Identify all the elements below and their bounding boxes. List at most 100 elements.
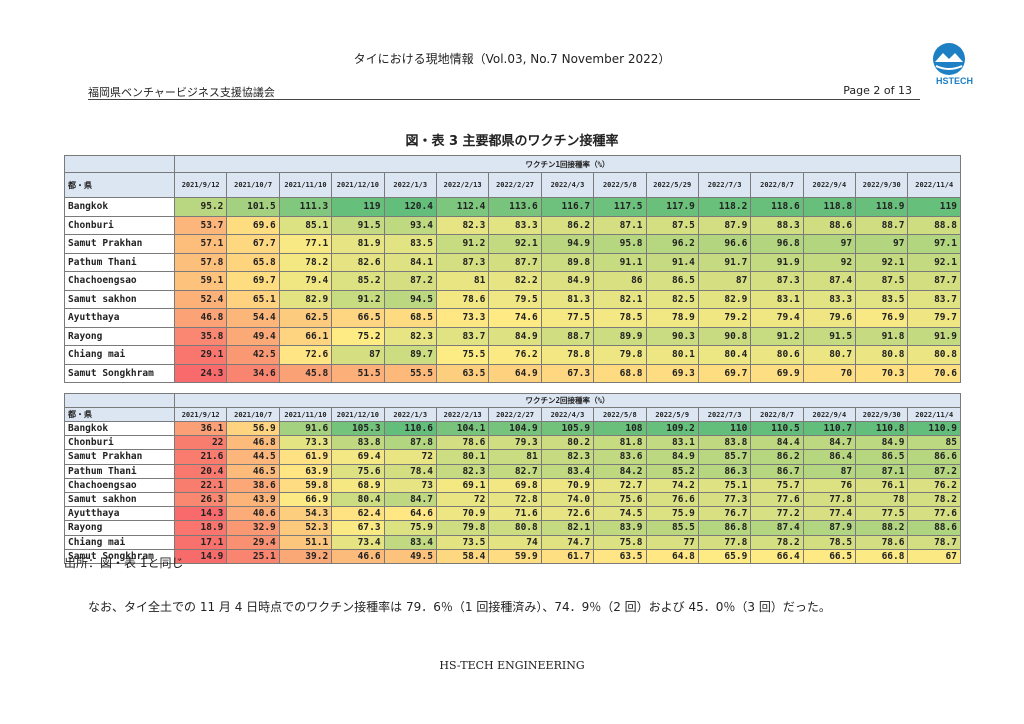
rate-cell: 45.8 <box>278 363 333 383</box>
table-row: Chiang mai 29.1 42.5 72.6 87 89.7 75.5 76.2 78.8… <box>64 345 961 365</box>
date-column-header: 2021/11/10 <box>278 172 333 198</box>
rate-cell: 64.6 <box>383 506 437 522</box>
rate-cell: 105.3 <box>331 420 385 437</box>
rate-cell: 36.1 <box>173 420 228 437</box>
rate-cell: 75.8 <box>593 534 647 550</box>
rate-cell: 86.2 <box>540 215 595 235</box>
second-dose-header: ワクチン2回接種率（%） <box>174 393 961 408</box>
rate-cell: 57.1 <box>173 234 228 254</box>
rate-cell: 17.1 <box>173 534 228 550</box>
rate-cell: 112.4 <box>435 197 490 217</box>
rate-cell: 113.6 <box>488 197 542 217</box>
rate-cell: 76.7 <box>697 506 752 522</box>
rate-cell: 82.1 <box>540 520 595 536</box>
rate-cell: 80.4 <box>331 491 385 508</box>
prefecture-column-header: 都・県 <box>64 172 175 198</box>
date-column-header: 2021/10/7 <box>226 407 280 422</box>
prefecture-name: Pathum Thani <box>64 252 175 272</box>
rate-cell: 79.8 <box>593 345 647 365</box>
rate-cell: 76.9 <box>855 308 909 328</box>
rate-cell: 108 <box>593 420 647 437</box>
rate-cell: 89.8 <box>540 252 595 272</box>
rate-cell: 22.1 <box>173 477 228 493</box>
rate-cell: 88.8 <box>907 215 961 235</box>
rate-cell: 78.9 <box>645 308 699 328</box>
rate-cell: 104.1 <box>435 420 490 437</box>
figure-title: 図・表 3 主要都県のワクチン接種率 <box>405 134 619 149</box>
rate-cell: 96.8 <box>750 234 804 254</box>
rate-cell: 80.8 <box>488 520 542 536</box>
rate-cell: 110.9 <box>907 420 961 437</box>
rate-cell: 46.5 <box>226 463 280 479</box>
rate-cell: 22 <box>173 435 228 451</box>
prefecture-name: Chachoengsao <box>64 477 175 493</box>
rate-cell: 84.4 <box>750 435 804 451</box>
rate-cell: 74.6 <box>488 308 542 328</box>
prefecture-name: Samut sakhon <box>64 491 175 508</box>
vaccination-tables: ワクチン1回接種率（%） 都・県 2021/9/12 2021/10/7 2021/… <box>64 155 961 564</box>
rate-cell: 83.1 <box>750 289 804 309</box>
rate-cell: 87 <box>331 345 385 365</box>
rate-cell: 97.1 <box>907 234 961 254</box>
rate-cell: 35.8 <box>173 326 228 346</box>
rate-cell: 91.5 <box>331 215 385 235</box>
rate-cell: 87.5 <box>645 215 699 235</box>
rate-cell: 75.5 <box>435 345 490 365</box>
rate-cell: 79.5 <box>488 289 542 309</box>
rate-cell: 117.9 <box>645 197 699 217</box>
rate-cell: 78 <box>855 491 909 508</box>
rate-cell: 79.6 <box>802 308 857 328</box>
rate-cell: 80.6 <box>750 345 804 365</box>
rate-cell: 59.9 <box>488 548 542 564</box>
rate-cell: 65.8 <box>226 252 280 272</box>
rate-cell: 95.2 <box>173 197 228 217</box>
rate-cell: 74.7 <box>540 534 595 550</box>
rate-cell: 83.4 <box>383 534 437 550</box>
date-column-header: 2022/7/3 <box>697 172 752 198</box>
rate-cell: 24.3 <box>173 363 228 383</box>
table-corner <box>64 393 175 408</box>
rate-cell: 91.7 <box>697 252 752 272</box>
date-column-header: 2022/2/13 <box>435 172 490 198</box>
rate-cell: 86.3 <box>697 463 752 479</box>
rate-cell: 65.1 <box>226 289 280 309</box>
date-column-header: 2022/4/3 <box>540 407 595 422</box>
rate-cell: 87.1 <box>855 463 909 479</box>
rate-cell: 34.6 <box>226 363 280 383</box>
rate-cell: 81.8 <box>593 435 647 451</box>
date-column-header: 2022/5/9 <box>645 407 699 422</box>
rate-cell: 73.3 <box>278 435 333 451</box>
rate-cell: 92.1 <box>488 234 542 254</box>
rate-cell: 70.9 <box>435 506 490 522</box>
date-column-header: 2022/11/4 <box>907 172 961 198</box>
rate-cell: 88.2 <box>855 520 909 536</box>
rate-cell: 91.1 <box>593 252 647 272</box>
rate-cell: 18.9 <box>173 520 228 536</box>
prefecture-name: Bangkok <box>64 197 175 217</box>
prefecture-column-header: 都・県 <box>64 407 175 422</box>
rate-cell: 87.9 <box>802 520 857 536</box>
rate-cell: 70.6 <box>907 363 961 383</box>
rate-cell: 66.4 <box>750 548 804 564</box>
rate-cell: 73.3 <box>435 308 490 328</box>
rate-cell: 39.2 <box>278 548 333 564</box>
table-row: Pathum Thani 57.8 65.8 78.2 82.6 84.1 87.3 87.7… <box>64 252 961 272</box>
rate-cell: 87.3 <box>435 252 490 272</box>
rate-cell: 54.3 <box>278 506 333 522</box>
rate-cell: 77.1 <box>278 234 333 254</box>
rate-cell: 87 <box>697 271 752 291</box>
rate-cell: 76.2 <box>907 477 961 493</box>
rate-cell: 84.9 <box>540 271 595 291</box>
date-column-header: 2022/5/29 <box>645 172 699 198</box>
rate-cell: 82.3 <box>435 215 490 235</box>
rate-cell: 72.8 <box>488 491 542 508</box>
table-row: Rayong 35.8 49.4 66.1 75.2 82.3 83.7 84.9 88.7 89… <box>64 326 961 346</box>
rate-cell: 80.8 <box>855 345 909 365</box>
rate-cell: 87.2 <box>383 271 437 291</box>
rate-cell: 77.2 <box>750 506 804 522</box>
prefecture-name: Samut Prakhan <box>64 449 175 465</box>
rate-cell: 61.7 <box>540 548 595 564</box>
prefecture-name: Samut Songkhram <box>64 548 175 564</box>
table-row: Samut Prakhan 21.6 44.5 61.9 69.4 72 80.1 81 82.… <box>64 449 961 465</box>
rate-cell: 104.9 <box>488 420 542 437</box>
